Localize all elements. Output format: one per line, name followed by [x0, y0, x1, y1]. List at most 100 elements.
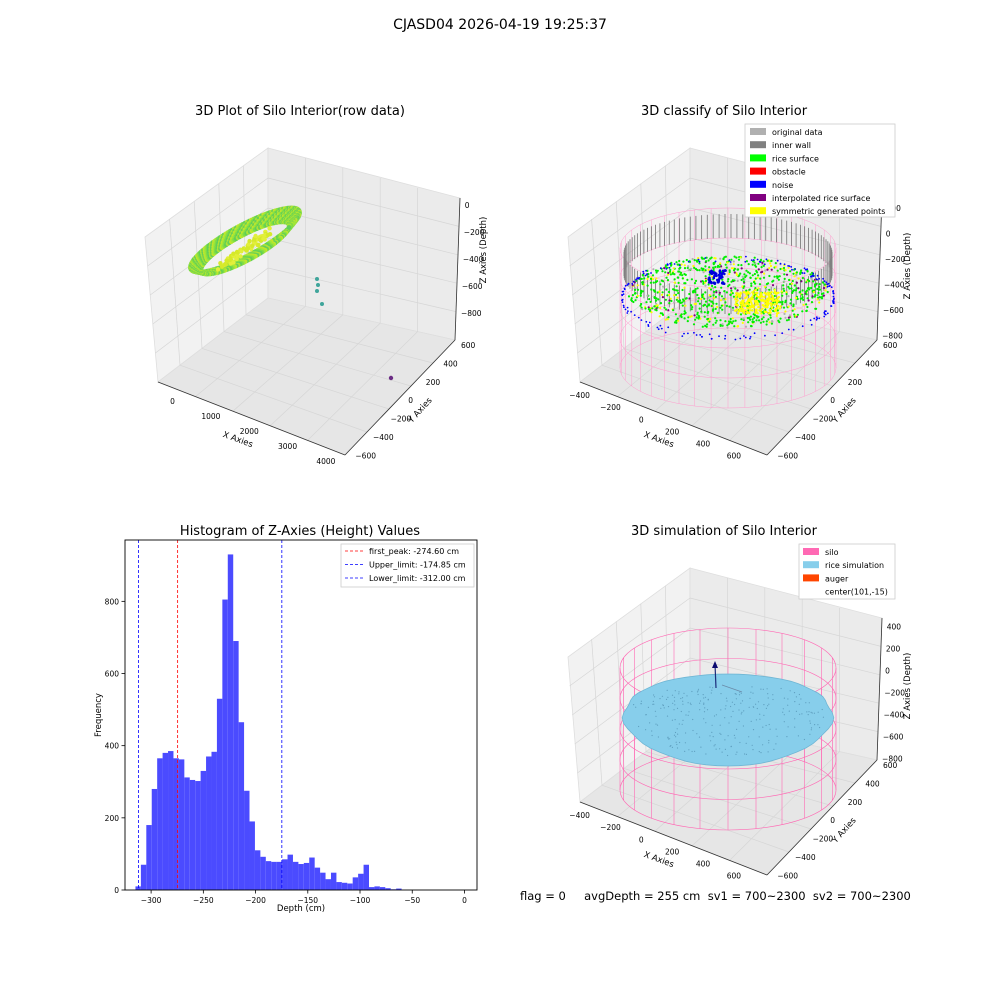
classified-point — [696, 311, 699, 314]
classified-point — [634, 299, 637, 302]
rice-mesh-point — [822, 716, 825, 718]
noise-point — [630, 310, 632, 313]
classified-point — [696, 287, 699, 290]
rice-mesh-point — [700, 746, 702, 748]
classified-point — [712, 323, 715, 326]
histogram-bar — [379, 887, 386, 890]
histogram-bar — [238, 722, 245, 890]
classified-point — [818, 283, 821, 286]
classified-point — [693, 302, 696, 305]
rice-mesh-point — [672, 702, 674, 704]
noise-point — [723, 272, 726, 276]
classified-point — [743, 285, 746, 288]
noise-point — [753, 332, 756, 335]
classified-point — [666, 279, 670, 282]
classified-point — [713, 297, 716, 300]
rice-mesh-point — [682, 719, 684, 722]
classified-point — [779, 305, 782, 308]
classified-point — [784, 310, 787, 313]
histogram-bar — [363, 864, 369, 890]
rice-mesh-point — [673, 696, 676, 698]
classified-point — [668, 299, 671, 302]
noise-point — [665, 268, 668, 270]
classified-point — [757, 287, 760, 290]
classified-point — [698, 269, 701, 272]
rice-mesh-point — [715, 748, 717, 750]
classified-point — [655, 271, 658, 274]
symmetric-point — [776, 304, 780, 308]
symmetric-point — [770, 291, 773, 294]
symmetric-point — [765, 302, 768, 306]
p2-z-tick-label: −200 — [885, 255, 906, 264]
legend-label: interpolated rice surface — [772, 194, 870, 203]
rice-mesh-point — [673, 734, 676, 736]
legend-swatch — [750, 180, 766, 188]
classified-point — [672, 288, 675, 291]
classified-point — [733, 279, 736, 282]
classified-point — [758, 319, 761, 322]
symmetric-point — [756, 303, 760, 306]
rice-mesh-point — [667, 736, 669, 738]
symmetric-point — [748, 292, 751, 295]
rice-mesh-point — [720, 733, 722, 736]
symmetric-point — [746, 306, 749, 309]
classified-point — [747, 263, 750, 266]
noise-point — [763, 263, 766, 266]
classified-point — [793, 308, 796, 311]
classified-point — [809, 273, 812, 276]
classified-point — [743, 273, 746, 276]
rice-mesh-point — [800, 698, 802, 700]
noise-point — [792, 328, 795, 331]
noise-point — [816, 274, 819, 277]
raw-data-point — [238, 254, 243, 259]
p4-y-tick-label: −400 — [795, 853, 816, 862]
classified-point — [721, 308, 724, 311]
classified-point — [767, 282, 770, 285]
classified-point — [810, 277, 813, 280]
classified-point — [697, 317, 700, 320]
rice-mesh-point — [696, 733, 698, 735]
classified-point — [815, 282, 818, 285]
noise-point — [816, 317, 819, 320]
classified-point — [732, 286, 735, 289]
rice-mesh-point — [681, 697, 684, 699]
rice-mesh-point — [798, 703, 800, 705]
classified-point — [811, 295, 814, 298]
symmetric-point — [757, 296, 760, 299]
symmetric-point — [751, 309, 754, 312]
symmetric-point — [763, 295, 766, 299]
rice-mesh-point — [678, 723, 680, 725]
classified-point — [654, 269, 658, 272]
symmetric-point — [763, 300, 766, 303]
rice-mesh-point — [793, 692, 796, 694]
p4-x-tick-label: 400 — [696, 859, 711, 868]
classified-point — [718, 265, 721, 268]
symmetric-point — [770, 298, 773, 301]
rice-mesh-point — [666, 715, 669, 717]
raw-outlier-point — [388, 375, 394, 381]
symmetric-point — [754, 301, 757, 304]
symmetric-point — [735, 300, 738, 304]
classified-point — [657, 298, 660, 301]
rice-mesh-point — [741, 711, 743, 714]
rice-mesh-point — [651, 730, 653, 732]
classified-point — [750, 284, 753, 287]
symmetric-point — [745, 293, 748, 296]
noise-point — [626, 306, 629, 309]
symmetric-point — [740, 309, 743, 313]
classified-point — [646, 294, 649, 297]
classified-point — [795, 271, 799, 274]
classified-point — [632, 300, 635, 304]
rice-mesh-point — [795, 710, 798, 713]
classified-point — [754, 282, 757, 285]
classified-point — [686, 278, 689, 281]
p2-x-tick-label: 0 — [639, 415, 644, 424]
histogram-bar — [200, 770, 207, 890]
rice-mesh-point — [682, 700, 684, 702]
classified-point — [698, 262, 701, 265]
symmetric-point — [748, 305, 751, 309]
noise-point — [645, 320, 648, 323]
histogram-x-axis-label: Depth (cm) — [277, 904, 325, 914]
rice-mesh-point — [720, 709, 722, 711]
rice-mesh-point — [763, 714, 765, 717]
